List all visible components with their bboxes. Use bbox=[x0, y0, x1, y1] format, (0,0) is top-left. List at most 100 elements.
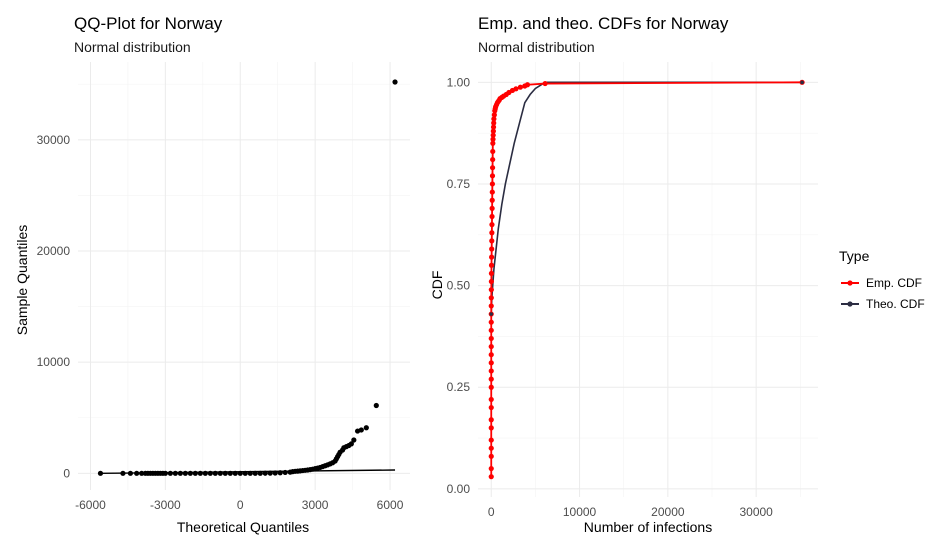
qq-point bbox=[134, 470, 140, 476]
qq-point bbox=[172, 470, 178, 476]
cdf-series-line-emp bbox=[490, 81, 803, 477]
qq-points bbox=[97, 79, 398, 476]
cdf-emp-point bbox=[488, 352, 494, 358]
cdf-emp-point bbox=[489, 222, 495, 228]
cdf-emp-point bbox=[488, 278, 494, 285]
cdf-title: Emp. and theo. CDFs for Norway bbox=[478, 14, 729, 33]
qq-point bbox=[139, 470, 145, 476]
qq-y-tick-label: 10000 bbox=[37, 355, 71, 369]
cdf-emp-point bbox=[488, 474, 494, 480]
qq-point bbox=[237, 470, 243, 476]
qq-point bbox=[358, 427, 364, 433]
cdf-subtitle: Normal distribution bbox=[478, 39, 595, 55]
cdf-emp-point bbox=[489, 238, 495, 244]
cdf-y-tick-label: 0.00 bbox=[447, 482, 471, 496]
cdf-emp-point bbox=[488, 445, 494, 451]
qq-point bbox=[167, 470, 173, 476]
cdf-emp-point bbox=[490, 124, 497, 130]
qq-point bbox=[252, 470, 258, 476]
cdf-emp-point bbox=[524, 82, 531, 88]
cdf-x-tick-label: 0 bbox=[488, 505, 495, 519]
qq-y-tick-label: 0 bbox=[63, 466, 70, 480]
cdf-emp-point bbox=[488, 465, 494, 472]
qq-grid bbox=[78, 62, 410, 490]
cdf-emp-point bbox=[488, 404, 494, 411]
qq-point bbox=[277, 470, 283, 476]
qq-point bbox=[120, 470, 126, 476]
cdf-emp-point bbox=[489, 246, 495, 252]
qq-point bbox=[187, 470, 193, 476]
cdf-emp-point bbox=[488, 287, 494, 293]
cdf-emp-point bbox=[488, 295, 494, 301]
cdf-emp-point bbox=[491, 112, 497, 118]
qq-point bbox=[262, 470, 268, 476]
qq-point bbox=[392, 79, 398, 85]
cdf-emp-point bbox=[488, 376, 494, 382]
cdf-y-tick-label: 0.75 bbox=[447, 177, 471, 191]
cdf-x-tick-label: 10000 bbox=[563, 505, 597, 519]
cdf-x-tick-label: 20000 bbox=[651, 505, 685, 519]
cdf-tick-labels: 0 10000 20000 30000 0.00 0.25 0.50 0.75 1.00 bbox=[447, 75, 774, 519]
qq-point bbox=[222, 470, 228, 476]
cdf-theo-point bbox=[800, 80, 804, 85]
qq-subtitle: Normal distribution bbox=[74, 39, 191, 55]
cdf-emp-point bbox=[491, 116, 497, 122]
qq-point bbox=[267, 470, 273, 476]
cdf-emp-point bbox=[489, 230, 495, 236]
legend-label: Emp. CDF bbox=[866, 276, 922, 290]
legend-title: Type bbox=[839, 248, 870, 264]
cdf-emp-point bbox=[488, 270, 495, 277]
cdf-x-axis-title: Number of infections bbox=[584, 519, 712, 535]
cdf-emp-point bbox=[488, 425, 494, 431]
cdf-series-line-theo bbox=[490, 81, 803, 315]
legend-key-point bbox=[847, 301, 853, 307]
legend-entries: Emp. CDF Theo. CDF bbox=[841, 276, 925, 311]
qq-point bbox=[127, 470, 134, 476]
qq-point bbox=[232, 470, 238, 476]
qq-point bbox=[282, 469, 288, 476]
qq-point bbox=[348, 441, 354, 447]
cdf-y-tick-label: 0.25 bbox=[447, 380, 471, 394]
qq-point bbox=[217, 470, 223, 476]
cdf-emp-point bbox=[488, 453, 494, 459]
qq-point bbox=[207, 470, 213, 476]
qq-point bbox=[351, 437, 357, 443]
qq-x-tick-label: -3000 bbox=[150, 498, 181, 512]
qq-point bbox=[162, 470, 168, 476]
cdf-emp-point bbox=[490, 128, 496, 134]
qq-y-tick-label: 30000 bbox=[37, 133, 71, 147]
cdf-emp-point bbox=[488, 343, 494, 350]
cdf-emp-point bbox=[490, 132, 496, 138]
qq-point bbox=[177, 470, 183, 476]
qq-y-axis-title: Sample Quantiles bbox=[14, 225, 30, 336]
cdf-emp-point bbox=[542, 80, 548, 87]
qq-point bbox=[247, 470, 253, 476]
cdf-emp-point bbox=[488, 262, 495, 268]
cdf-emp-point bbox=[488, 319, 494, 325]
qq-point bbox=[257, 470, 263, 476]
qq-title: QQ-Plot for Norway bbox=[74, 14, 223, 33]
cdf-emp-point bbox=[488, 417, 494, 423]
qq-x-tick-label: 3000 bbox=[302, 498, 329, 512]
qq-point bbox=[242, 470, 248, 476]
cdf-emp-point bbox=[489, 197, 495, 203]
cdf-emp-point bbox=[491, 120, 497, 126]
cdf-emp-point bbox=[488, 384, 494, 390]
qq-tick-labels: -6000 -3000 0 3000 6000 0 10000 20000 30000 bbox=[37, 133, 404, 512]
qq-x-tick-label: 6000 bbox=[377, 498, 404, 512]
cdf-y-tick-label: 0.50 bbox=[447, 279, 471, 293]
cdf-emp-point bbox=[489, 189, 495, 195]
cdf-emp-point bbox=[488, 303, 494, 309]
cdf-emp-point bbox=[517, 84, 523, 90]
cdf-emp-point bbox=[489, 181, 495, 187]
cdf-emp-point bbox=[488, 368, 494, 374]
cdf-emp-point bbox=[490, 156, 496, 163]
cdf-emp-point bbox=[489, 165, 496, 171]
cdf-emp-point bbox=[490, 148, 496, 155]
qq-panel: QQ-Plot for Norway Normal distribution -… bbox=[14, 14, 410, 535]
cdf-emp-point bbox=[490, 140, 496, 146]
cdf-emp-point bbox=[488, 327, 494, 333]
qq-x-axis-title: Theoretical Quantiles bbox=[177, 519, 309, 535]
cdf-emp-point bbox=[489, 254, 495, 260]
